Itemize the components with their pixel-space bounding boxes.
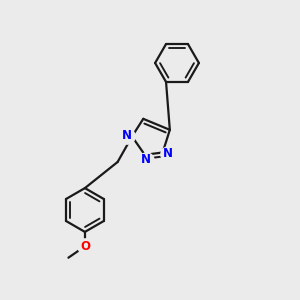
Text: N: N bbox=[122, 129, 132, 142]
Text: N: N bbox=[141, 153, 151, 166]
Text: O: O bbox=[80, 240, 90, 253]
Text: N: N bbox=[163, 147, 173, 160]
